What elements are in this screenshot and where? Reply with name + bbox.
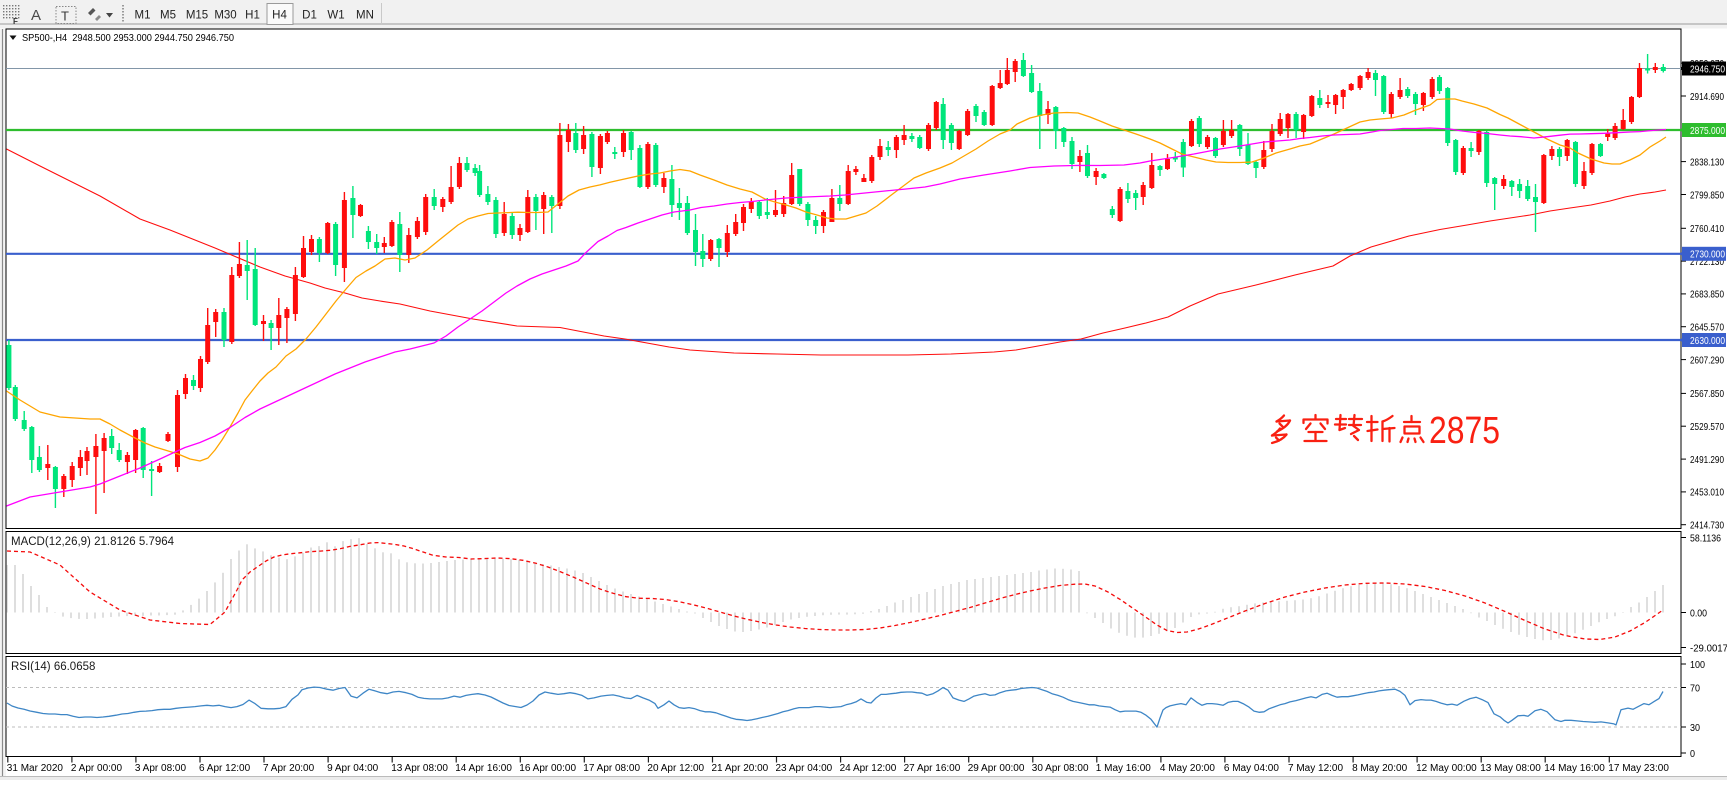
svg-text:2414.730: 2414.730 — [1690, 520, 1724, 532]
svg-text:27 Apr 16:00: 27 Apr 16:00 — [904, 763, 961, 774]
svg-text:F: F — [13, 17, 18, 26]
svg-text:23 Apr 04:00: 23 Apr 04:00 — [776, 763, 833, 774]
svg-text:12 May 00:00: 12 May 00:00 — [1416, 763, 1477, 774]
svg-text:2946.750: 2946.750 — [1690, 63, 1725, 75]
svg-text:H1: H1 — [245, 10, 260, 22]
svg-text:0.00: 0.00 — [1690, 607, 1707, 619]
svg-text:A: A — [31, 7, 41, 24]
svg-text:T: T — [61, 9, 69, 24]
svg-text:58.1136: 58.1136 — [1690, 532, 1721, 544]
svg-text:M1: M1 — [135, 10, 151, 22]
svg-text:21 Apr 20:00: 21 Apr 20:00 — [712, 763, 769, 774]
svg-text:2630.000: 2630.000 — [1690, 335, 1725, 347]
svg-text:2645.570: 2645.570 — [1690, 322, 1724, 334]
svg-text:M15: M15 — [186, 10, 208, 22]
svg-text:24 Apr 12:00: 24 Apr 12:00 — [840, 763, 897, 774]
svg-text:29 Apr 00:00: 29 Apr 00:00 — [968, 763, 1025, 774]
svg-text:D1: D1 — [302, 10, 317, 22]
svg-text:70: 70 — [1690, 682, 1700, 694]
svg-text:20 Apr 12:00: 20 Apr 12:00 — [647, 763, 704, 774]
svg-text:2914.690: 2914.690 — [1690, 91, 1724, 103]
svg-text:0: 0 — [1690, 748, 1695, 760]
svg-text:2453.010: 2453.010 — [1690, 487, 1724, 499]
svg-text:2491.290: 2491.290 — [1690, 454, 1724, 466]
svg-text:H4: H4 — [272, 10, 287, 22]
svg-text:6 May 04:00: 6 May 04:00 — [1224, 763, 1279, 774]
svg-text:2607.290: 2607.290 — [1690, 354, 1724, 366]
svg-text:13 Apr 08:00: 13 Apr 08:00 — [391, 763, 448, 774]
svg-text:2567.850: 2567.850 — [1690, 388, 1724, 400]
svg-text:9 Apr 04:00: 9 Apr 04:00 — [327, 763, 379, 774]
svg-text:100: 100 — [1690, 659, 1705, 671]
svg-text:2799.850: 2799.850 — [1690, 189, 1724, 201]
svg-text:17 Apr 08:00: 17 Apr 08:00 — [583, 763, 640, 774]
svg-text:8 May 20:00: 8 May 20:00 — [1352, 763, 1407, 774]
svg-text:MN: MN — [356, 10, 374, 22]
svg-text:2875.000: 2875.000 — [1690, 125, 1725, 137]
svg-text:MACD(12,26,9) 21.8126 5.7964: MACD(12,26,9) 21.8126 5.7964 — [11, 536, 175, 548]
svg-text:6 Apr 12:00: 6 Apr 12:00 — [199, 763, 251, 774]
svg-text:17 May 23:00: 17 May 23:00 — [1608, 763, 1669, 774]
svg-text:2 Apr 00:00: 2 Apr 00:00 — [71, 763, 123, 774]
svg-text:-29.0017: -29.0017 — [1690, 642, 1727, 654]
svg-text:2529.570: 2529.570 — [1690, 421, 1724, 433]
svg-text:W1: W1 — [327, 10, 344, 22]
svg-text:SP500-,H4 2948.500 2953.000 2: SP500-,H4 2948.500 2953.000 2944.750 294… — [22, 32, 234, 44]
svg-text:1 May 16:00: 1 May 16:00 — [1096, 763, 1151, 774]
svg-text:2875: 2875 — [1429, 410, 1500, 452]
svg-text:13 May 08:00: 13 May 08:00 — [1480, 763, 1541, 774]
svg-text:3 Apr 08:00: 3 Apr 08:00 — [135, 763, 187, 774]
svg-text:2730.000: 2730.000 — [1690, 249, 1725, 261]
svg-text:RSI(14) 66.0658: RSI(14) 66.0658 — [11, 661, 95, 673]
svg-text:2683.850: 2683.850 — [1690, 289, 1724, 301]
svg-text:2838.130: 2838.130 — [1690, 156, 1724, 168]
svg-text:2760.410: 2760.410 — [1690, 223, 1724, 235]
svg-text:4 May 20:00: 4 May 20:00 — [1160, 763, 1215, 774]
svg-text:7 May 12:00: 7 May 12:00 — [1288, 763, 1343, 774]
svg-text:M30: M30 — [214, 10, 236, 22]
svg-text:7 Apr 20:00: 7 Apr 20:00 — [263, 763, 315, 774]
svg-text:M5: M5 — [160, 10, 176, 22]
svg-text:30 Apr 08:00: 30 Apr 08:00 — [1032, 763, 1089, 774]
svg-text:30: 30 — [1690, 722, 1700, 734]
svg-text:31 Mar 2020: 31 Mar 2020 — [7, 763, 64, 774]
svg-text:14 May 16:00: 14 May 16:00 — [1544, 763, 1605, 774]
svg-text:16 Apr 00:00: 16 Apr 00:00 — [519, 763, 576, 774]
svg-text:14 Apr 16:00: 14 Apr 16:00 — [455, 763, 512, 774]
